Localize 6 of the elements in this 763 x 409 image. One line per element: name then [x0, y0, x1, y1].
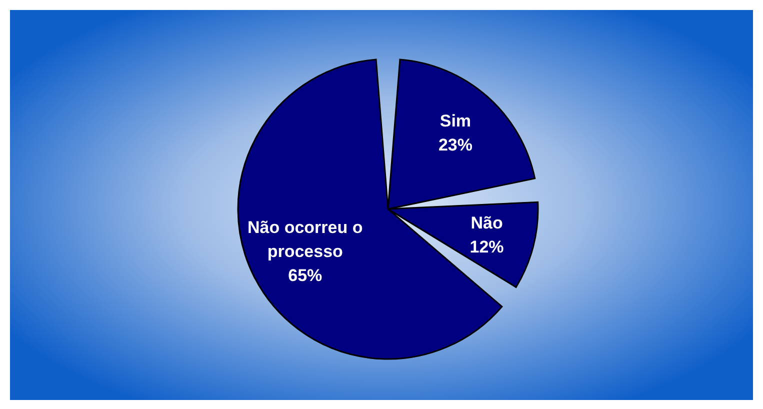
slice-label: Não: [470, 213, 503, 232]
data-label: 12%: [470, 237, 504, 256]
data-label: 65%: [288, 266, 322, 286]
data-label: 23%: [438, 135, 472, 154]
slice-label: Sim: [440, 111, 472, 130]
slice-label: Não ocorreu o processo: [248, 218, 363, 262]
